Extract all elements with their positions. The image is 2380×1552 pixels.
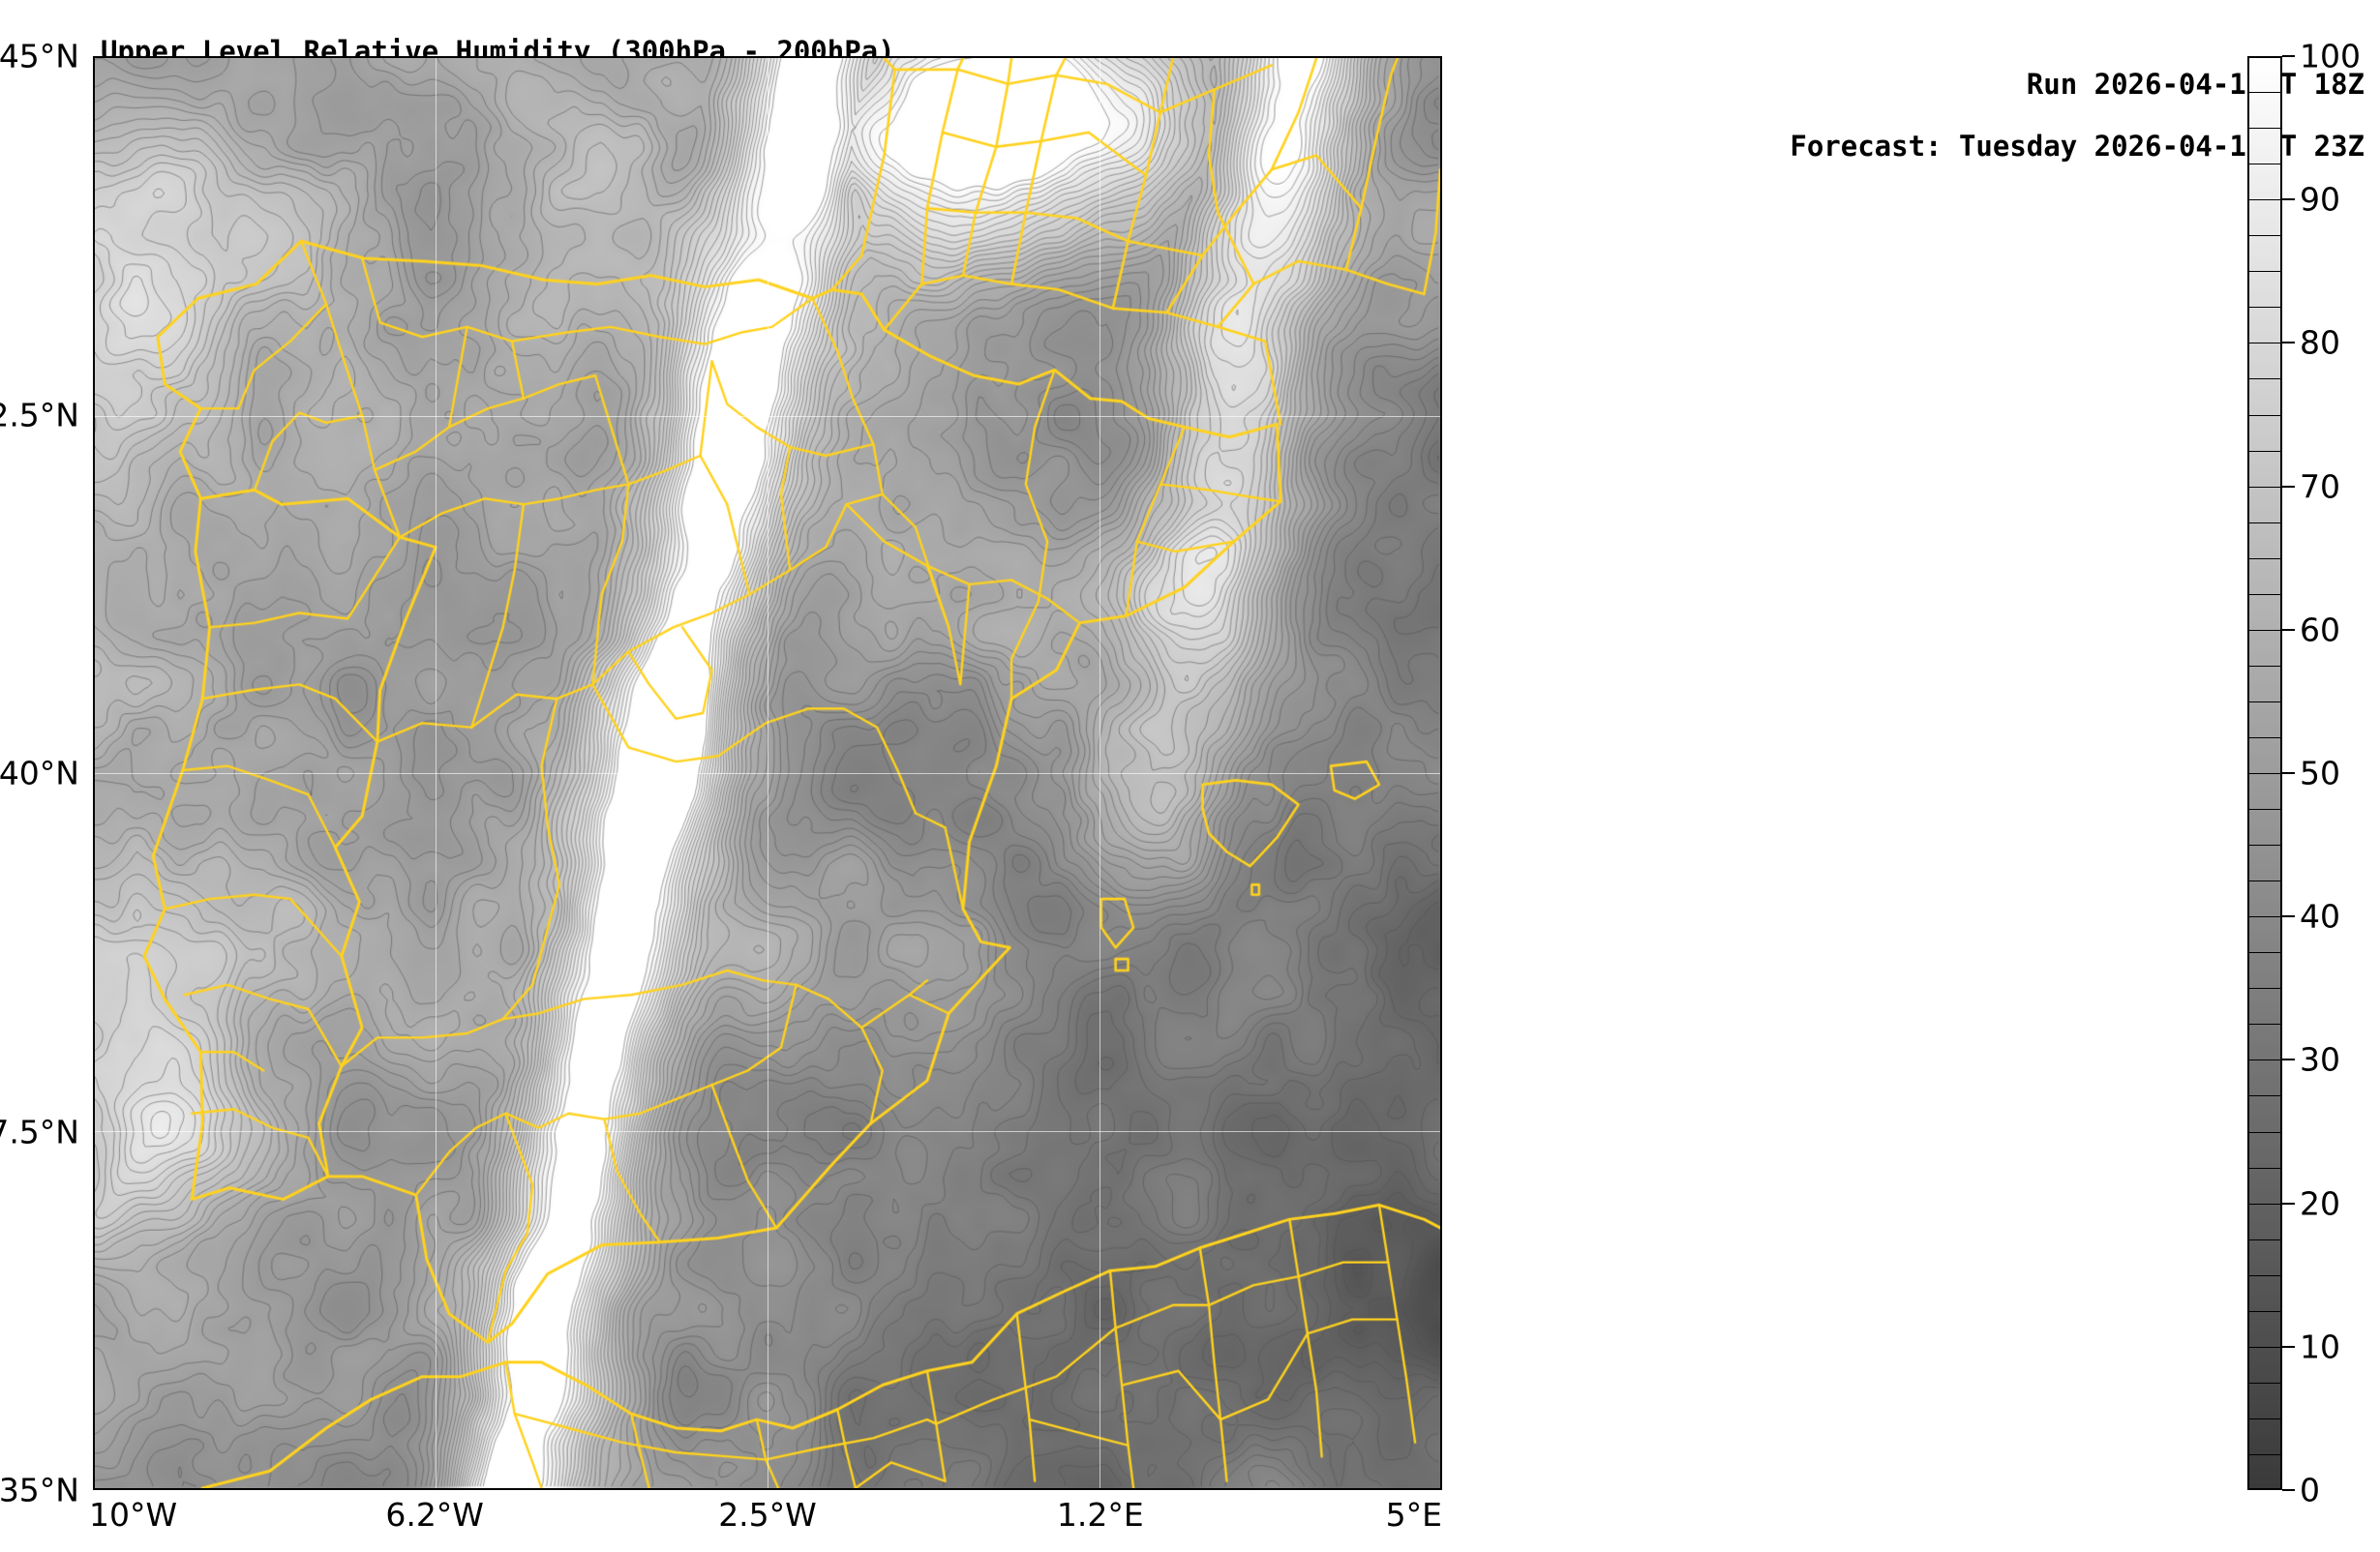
colorbar-segment-divider — [2247, 736, 2282, 738]
colorbar-segment-divider — [2247, 629, 2282, 631]
colorbar-segment-divider — [2247, 1382, 2282, 1384]
colorbar-tick-label: 80 — [2300, 323, 2340, 362]
colorbar-segment-divider — [2247, 809, 2282, 811]
colorbar-segment-divider — [2247, 378, 2282, 380]
header-line-secondary: ARPEGE 0.1º +29 hours Forecast: Tuesday … — [0, 31, 2380, 163]
colorbar-segment-divider — [2247, 1024, 2282, 1026]
y-tick-label: 40°N — [0, 754, 79, 792]
colorbar-tick-mark — [2282, 198, 2295, 201]
colorbar-segment-divider — [2247, 988, 2282, 990]
colorbar-segment-divider — [2247, 1453, 2282, 1455]
colorbar-segment-divider — [2247, 952, 2282, 954]
colorbar-segment-divider — [2247, 916, 2282, 918]
colorbar-segment-divider — [2247, 1239, 2282, 1240]
colorbar-segment-divider — [2247, 557, 2282, 559]
colorbar-segment-divider — [2247, 199, 2282, 201]
colorbar-tick-mark — [2282, 55, 2295, 57]
colorbar-segment-divider — [2247, 1346, 2282, 1348]
colorbar-segment-divider — [2247, 1131, 2282, 1133]
colorbar-tick-label: 70 — [2300, 467, 2340, 506]
colorbar-segment-divider — [2247, 128, 2282, 130]
colorbar-tick-label: 40 — [2300, 897, 2340, 936]
colorbar-tick-label: 30 — [2300, 1040, 2340, 1079]
map-plot-area[interactable] — [93, 56, 1442, 1490]
colorbar-tick-label: 60 — [2300, 611, 2340, 649]
colorbar-segment-divider — [2247, 845, 2282, 847]
x-tick-label: 2.5°W — [718, 1496, 817, 1534]
y-tick-label: 45°N — [0, 37, 79, 75]
colorbar-segment-divider — [2247, 1167, 2282, 1169]
x-tick-label: 1.2°E — [1056, 1496, 1144, 1534]
colorbar-tick-mark — [2282, 772, 2295, 774]
colorbar-tick-label: 20 — [2300, 1184, 2340, 1223]
colorbar-segment-divider — [2247, 1274, 2282, 1276]
colorbar-segment-divider — [2247, 307, 2282, 309]
colorbar-tick-label: 0 — [2300, 1471, 2320, 1509]
colorbar-segment-divider — [2247, 773, 2282, 774]
colorbar-segment-divider — [2247, 593, 2282, 595]
colorbar-tick-mark — [2282, 1489, 2295, 1491]
header-line-primary: Upper Level Relative Humidity (300hPa - … — [0, 2, 2380, 101]
x-tick-label: 10°W — [89, 1496, 178, 1534]
colorbar-tick-mark — [2282, 1059, 2295, 1061]
colorbar-segment-divider — [2247, 486, 2282, 488]
colorbar-tick-mark — [2282, 342, 2295, 344]
x-axis-labels: 10°W 6.2°W 2.5°W 1.2°E 5°E — [89, 1494, 1442, 1544]
colorbar-legend[interactable]: 100 90 80 70 60 50 40 30 20 10 0 — [2247, 38, 2380, 1509]
x-tick-label: 6.2°W — [385, 1496, 484, 1534]
forecast-time-label: Forecast: Tuesday 2026-04-14 T 23Z — [1790, 130, 2365, 163]
colorbar-tick-label: 50 — [2300, 754, 2340, 792]
colorbar-segment-divider — [2247, 701, 2282, 702]
colorbar-tick-label: 100 — [2300, 37, 2361, 75]
colorbar-segment-divider — [2247, 450, 2282, 452]
humidity-field-canvas — [95, 58, 1440, 1488]
y-tick-label: 42.5°N — [0, 396, 79, 433]
x-tick-label: 5°E — [1385, 1496, 1442, 1534]
colorbar-segment-divider — [2247, 92, 2282, 94]
colorbar-segment-divider — [2247, 665, 2282, 667]
colorbar-segment-divider — [2247, 1310, 2282, 1312]
y-axis-labels: 45°N 42.5°N 40°N 37.5°N 35°N — [0, 38, 85, 1509]
colorbar-segment-divider — [2247, 522, 2282, 523]
colorbar-tick-mark — [2282, 628, 2295, 631]
chart-header: Upper Level Relative Humidity (300hPa - … — [0, 0, 2380, 163]
colorbar-tick-label: 10 — [2300, 1328, 2340, 1366]
y-tick-label: 37.5°N — [0, 1113, 79, 1150]
colorbar-segment-divider — [2247, 1203, 2282, 1205]
colorbar-tick-mark — [2282, 915, 2295, 918]
colorbar-tick-mark — [2282, 485, 2295, 488]
colorbar-tick-label: 90 — [2300, 180, 2340, 219]
colorbar-segment-divider — [2247, 235, 2282, 237]
y-tick-label: 35°N — [0, 1471, 79, 1509]
model-run-label: Run 2026-04-13 T 18Z — [2026, 68, 2365, 101]
colorbar-segment-divider — [2247, 414, 2282, 416]
colorbar-segment-divider — [2247, 880, 2282, 882]
colorbar-tick-mark — [2282, 1345, 2295, 1348]
colorbar-segment-divider — [2247, 1095, 2282, 1097]
colorbar-segment-divider — [2247, 271, 2282, 273]
colorbar-segment-divider — [2247, 1418, 2282, 1419]
colorbar-tick-mark — [2282, 1202, 2295, 1205]
